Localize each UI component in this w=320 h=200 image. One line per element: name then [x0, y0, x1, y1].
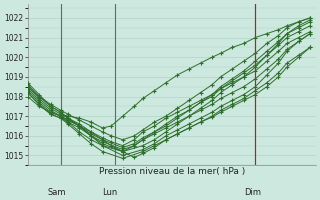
X-axis label: Pression niveau de la mer( hPa ): Pression niveau de la mer( hPa )	[99, 167, 245, 176]
Text: Dim: Dim	[244, 188, 261, 197]
Text: Sam: Sam	[48, 188, 66, 197]
Text: Lun: Lun	[102, 188, 118, 197]
